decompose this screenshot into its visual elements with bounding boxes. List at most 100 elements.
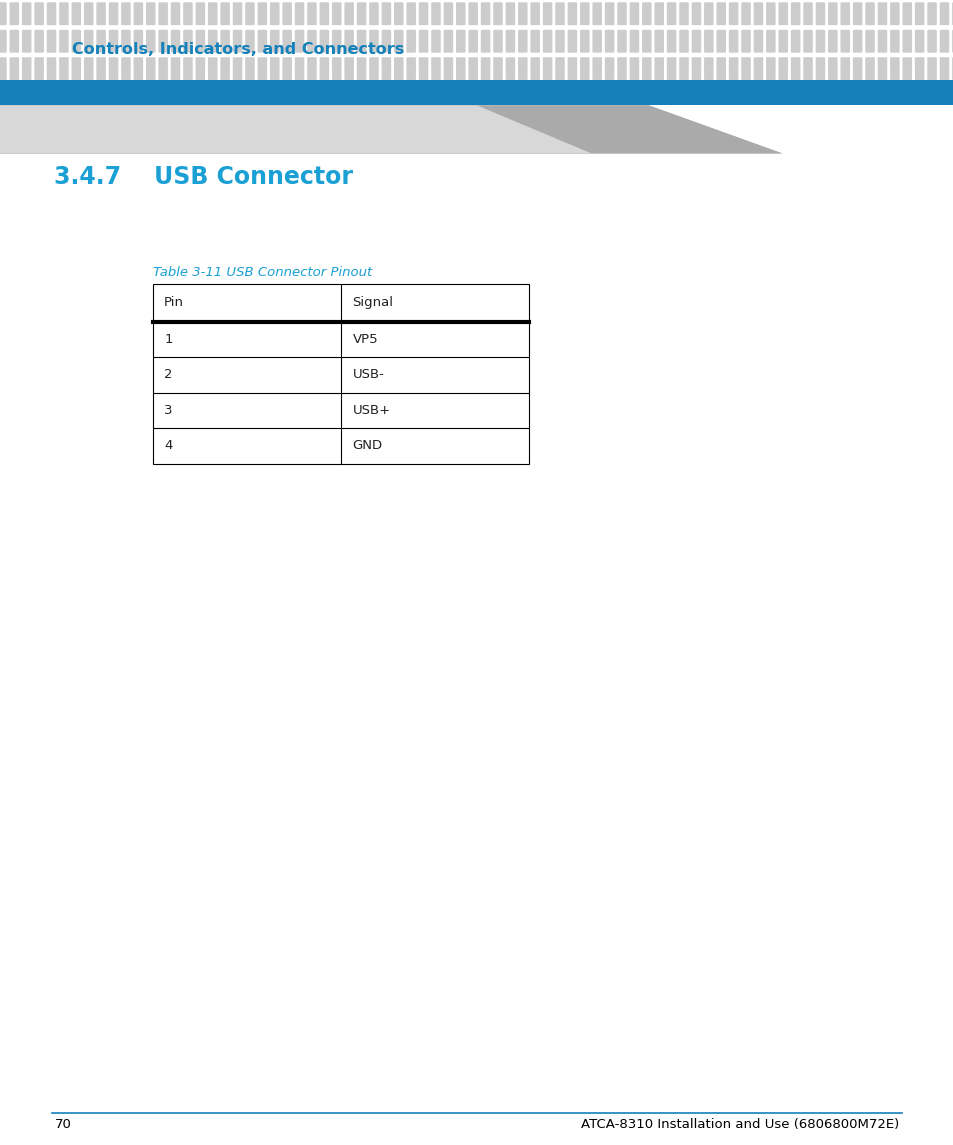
FancyBboxPatch shape bbox=[864, 85, 874, 108]
FancyBboxPatch shape bbox=[109, 2, 118, 25]
FancyBboxPatch shape bbox=[344, 30, 354, 53]
FancyBboxPatch shape bbox=[765, 57, 775, 80]
FancyBboxPatch shape bbox=[728, 57, 738, 80]
FancyBboxPatch shape bbox=[109, 112, 118, 135]
FancyBboxPatch shape bbox=[654, 30, 663, 53]
FancyBboxPatch shape bbox=[233, 57, 242, 80]
FancyBboxPatch shape bbox=[877, 30, 886, 53]
FancyBboxPatch shape bbox=[654, 112, 663, 135]
FancyBboxPatch shape bbox=[158, 2, 168, 25]
Text: USB-: USB- bbox=[353, 369, 384, 381]
FancyBboxPatch shape bbox=[914, 112, 923, 135]
FancyBboxPatch shape bbox=[59, 2, 69, 25]
FancyBboxPatch shape bbox=[480, 57, 490, 80]
FancyBboxPatch shape bbox=[245, 85, 254, 108]
FancyBboxPatch shape bbox=[307, 57, 316, 80]
FancyBboxPatch shape bbox=[84, 57, 93, 80]
FancyBboxPatch shape bbox=[840, 30, 849, 53]
FancyBboxPatch shape bbox=[171, 2, 180, 25]
FancyBboxPatch shape bbox=[827, 85, 837, 108]
FancyBboxPatch shape bbox=[332, 2, 341, 25]
FancyBboxPatch shape bbox=[233, 2, 242, 25]
FancyBboxPatch shape bbox=[679, 85, 688, 108]
FancyBboxPatch shape bbox=[109, 57, 118, 80]
FancyBboxPatch shape bbox=[270, 30, 279, 53]
FancyBboxPatch shape bbox=[282, 57, 292, 80]
FancyBboxPatch shape bbox=[530, 85, 539, 108]
FancyBboxPatch shape bbox=[319, 2, 329, 25]
FancyBboxPatch shape bbox=[208, 30, 217, 53]
FancyBboxPatch shape bbox=[629, 30, 639, 53]
FancyBboxPatch shape bbox=[517, 30, 527, 53]
FancyBboxPatch shape bbox=[505, 2, 515, 25]
FancyBboxPatch shape bbox=[716, 2, 725, 25]
FancyBboxPatch shape bbox=[220, 85, 230, 108]
FancyBboxPatch shape bbox=[592, 57, 601, 80]
FancyBboxPatch shape bbox=[233, 85, 242, 108]
FancyBboxPatch shape bbox=[852, 57, 862, 80]
FancyBboxPatch shape bbox=[245, 112, 254, 135]
FancyBboxPatch shape bbox=[765, 30, 775, 53]
FancyBboxPatch shape bbox=[790, 85, 800, 108]
FancyBboxPatch shape bbox=[183, 57, 193, 80]
FancyBboxPatch shape bbox=[740, 85, 750, 108]
FancyBboxPatch shape bbox=[10, 112, 19, 135]
Text: Pin: Pin bbox=[164, 297, 184, 309]
FancyBboxPatch shape bbox=[604, 85, 614, 108]
FancyBboxPatch shape bbox=[344, 112, 354, 135]
FancyBboxPatch shape bbox=[418, 112, 428, 135]
FancyBboxPatch shape bbox=[802, 2, 812, 25]
FancyBboxPatch shape bbox=[381, 2, 391, 25]
FancyBboxPatch shape bbox=[381, 30, 391, 53]
FancyBboxPatch shape bbox=[939, 85, 948, 108]
FancyBboxPatch shape bbox=[59, 112, 69, 135]
FancyBboxPatch shape bbox=[456, 85, 465, 108]
FancyBboxPatch shape bbox=[505, 57, 515, 80]
FancyBboxPatch shape bbox=[195, 112, 205, 135]
FancyBboxPatch shape bbox=[654, 85, 663, 108]
FancyBboxPatch shape bbox=[34, 85, 44, 108]
FancyBboxPatch shape bbox=[0, 112, 7, 135]
FancyBboxPatch shape bbox=[753, 112, 762, 135]
FancyBboxPatch shape bbox=[716, 57, 725, 80]
FancyBboxPatch shape bbox=[146, 57, 155, 80]
FancyBboxPatch shape bbox=[369, 112, 378, 135]
FancyBboxPatch shape bbox=[270, 85, 279, 108]
FancyBboxPatch shape bbox=[802, 85, 812, 108]
Text: Controls, Indicators, and Connectors: Controls, Indicators, and Connectors bbox=[71, 41, 403, 57]
FancyBboxPatch shape bbox=[939, 112, 948, 135]
FancyBboxPatch shape bbox=[121, 57, 131, 80]
FancyBboxPatch shape bbox=[468, 2, 477, 25]
FancyBboxPatch shape bbox=[691, 57, 700, 80]
FancyBboxPatch shape bbox=[406, 2, 416, 25]
FancyBboxPatch shape bbox=[802, 30, 812, 53]
FancyBboxPatch shape bbox=[864, 30, 874, 53]
FancyBboxPatch shape bbox=[889, 85, 899, 108]
FancyBboxPatch shape bbox=[951, 30, 953, 53]
FancyBboxPatch shape bbox=[121, 112, 131, 135]
FancyBboxPatch shape bbox=[456, 2, 465, 25]
FancyBboxPatch shape bbox=[0, 2, 7, 25]
FancyBboxPatch shape bbox=[245, 2, 254, 25]
Text: 4: 4 bbox=[164, 440, 172, 452]
FancyBboxPatch shape bbox=[530, 2, 539, 25]
FancyBboxPatch shape bbox=[567, 112, 577, 135]
FancyBboxPatch shape bbox=[852, 30, 862, 53]
FancyBboxPatch shape bbox=[443, 2, 453, 25]
FancyBboxPatch shape bbox=[555, 112, 564, 135]
FancyBboxPatch shape bbox=[889, 30, 899, 53]
FancyBboxPatch shape bbox=[220, 112, 230, 135]
FancyBboxPatch shape bbox=[542, 57, 552, 80]
FancyBboxPatch shape bbox=[195, 2, 205, 25]
FancyBboxPatch shape bbox=[740, 2, 750, 25]
FancyBboxPatch shape bbox=[344, 85, 354, 108]
FancyBboxPatch shape bbox=[356, 57, 366, 80]
FancyBboxPatch shape bbox=[877, 112, 886, 135]
FancyBboxPatch shape bbox=[740, 112, 750, 135]
FancyBboxPatch shape bbox=[765, 85, 775, 108]
FancyBboxPatch shape bbox=[666, 112, 676, 135]
FancyBboxPatch shape bbox=[394, 112, 403, 135]
FancyBboxPatch shape bbox=[47, 57, 56, 80]
FancyBboxPatch shape bbox=[171, 112, 180, 135]
FancyBboxPatch shape bbox=[406, 57, 416, 80]
